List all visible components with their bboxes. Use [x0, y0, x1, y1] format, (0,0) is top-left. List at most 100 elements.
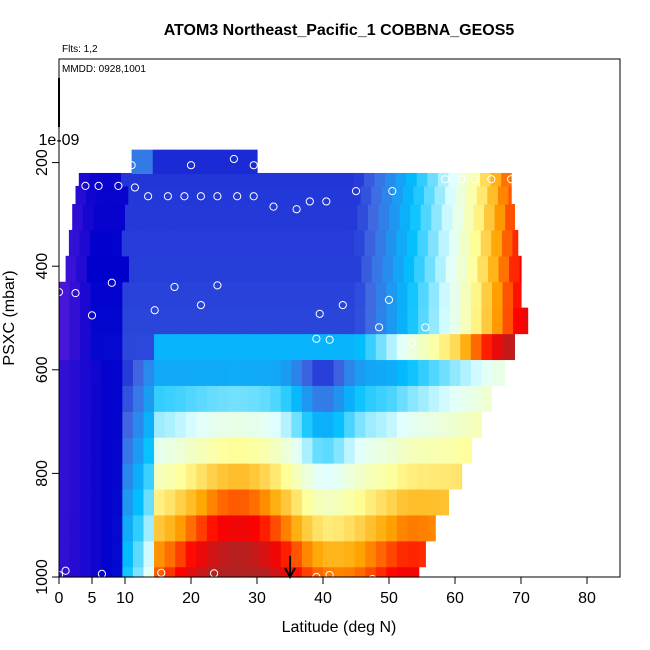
heatmap-cell: [90, 514, 102, 542]
heatmap-cell: [164, 514, 176, 542]
heatmap-cell: [59, 488, 71, 516]
heatmap-cell: [365, 333, 377, 361]
heatmap-cell: [143, 281, 155, 309]
heatmap-cell: [445, 185, 457, 205]
heatmap-cell: [502, 307, 514, 335]
heatmap-cell: [249, 307, 261, 335]
heatmap-cell: [170, 185, 182, 205]
heatmap-cell: [365, 514, 377, 542]
heatmap-cell: [258, 172, 270, 187]
heatmap-cell: [90, 307, 102, 335]
heatmap-cell: [97, 255, 109, 283]
heatmap-cell: [428, 437, 440, 464]
heatmap-cell: [291, 463, 303, 490]
heatmap-cell: [477, 255, 489, 283]
heatmap-cell: [265, 185, 277, 205]
heatmap-cell: [259, 359, 271, 386]
heatmap-cell: [259, 488, 271, 516]
heatmap-cell: [344, 385, 356, 412]
heatmap-cell: [280, 514, 292, 542]
heatmap-cell: [132, 488, 145, 516]
heatmap-cell: [270, 333, 282, 361]
chart-title: ATOM3 Northeast_Pacific_1 COBBNA_GEOS5: [164, 22, 515, 39]
heatmap-cell: [227, 229, 239, 257]
obs-circle: [186, 161, 196, 170]
heatmap-cell: [396, 540, 409, 568]
heatmap-cell: [217, 437, 229, 464]
heatmap-cell: [69, 307, 81, 335]
heatmap-cell: [323, 281, 335, 309]
heatmap-cell: [154, 281, 166, 309]
heatmap-cell: [216, 229, 228, 257]
heatmap-cell: [476, 185, 488, 205]
heatmap-cell: [407, 281, 419, 309]
heatmap-cell: [333, 437, 345, 464]
heatmap-cell: [470, 281, 482, 309]
obs-circle: [325, 335, 334, 344]
heatmap-cell: [333, 359, 345, 386]
heatmap-cells: [59, 149, 529, 578]
heatmap-cell: [164, 281, 176, 309]
x-tick-label: 50: [380, 590, 398, 607]
heatmap-cell: [407, 437, 419, 464]
obs-circle: [368, 574, 377, 584]
heatmap-cell: [217, 307, 229, 335]
heatmap-cell: [259, 463, 271, 490]
heatmap-cell: [258, 229, 271, 257]
heatmap-cell: [333, 333, 345, 361]
x-axis-label: Latitude (deg N): [282, 619, 397, 636]
heatmap-cell: [238, 463, 250, 490]
heatmap-cell: [312, 307, 324, 335]
heatmap-cell: [249, 385, 261, 412]
heatmap-cell: [312, 333, 324, 361]
heatmap-cell: [354, 463, 366, 490]
heatmap-cell: [439, 359, 451, 386]
heatmap-cell: [69, 566, 81, 578]
heatmap-cell: [301, 566, 314, 578]
heatmap-cell: [149, 185, 161, 205]
heatmap-cell: [132, 359, 145, 386]
heatmap-cell: [323, 437, 335, 464]
heatmap-cell: [439, 463, 451, 490]
heatmap-cell: [270, 488, 282, 516]
heatmap-cell: [234, 255, 246, 283]
heatmap-cell: [101, 540, 113, 568]
heatmap-cell: [418, 437, 430, 464]
heatmap-cell: [396, 463, 409, 490]
heatmap-cell: [259, 514, 271, 542]
heatmap-cell: [237, 172, 249, 187]
heatmap-cell: [163, 149, 175, 174]
heatmap-cell: [329, 255, 341, 283]
heatmap-cell: [481, 307, 493, 335]
heatmap-cell: [508, 185, 512, 205]
heatmap-cell: [480, 229, 492, 257]
heatmap-cell: [132, 463, 145, 490]
heatmap-cell: [184, 172, 196, 187]
heatmap-cell: [114, 204, 126, 231]
heatmap-cell: [217, 333, 229, 361]
heatmap-cell: [346, 204, 358, 231]
obs-circle: [170, 282, 179, 292]
heatmap-cell: [122, 307, 134, 335]
heatmap-cell: [350, 185, 362, 205]
heatmap-cell: [470, 307, 482, 335]
heatmap-cell: [323, 540, 335, 568]
heatmap-cell: [488, 255, 500, 283]
heatmap-cell: [270, 514, 282, 542]
heatmap-cell: [497, 185, 510, 205]
heatmap-cell: [185, 333, 197, 361]
heatmap-cell: [270, 463, 282, 490]
y-tick-label: 600: [34, 356, 51, 383]
heatmap-cell: [59, 333, 71, 361]
heatmap-cell: [434, 185, 446, 205]
heatmap-cell: [460, 333, 472, 361]
heatmap-cell: [181, 185, 193, 205]
heatmap-cell: [491, 307, 504, 335]
heatmap-cell: [396, 229, 408, 257]
heatmap-cell: [111, 229, 123, 257]
heatmap-cell: [196, 359, 208, 386]
heatmap-cell: [505, 204, 515, 231]
heatmap-cell: [301, 463, 314, 490]
heatmap-cell: [375, 359, 387, 386]
heatmap-cell: [59, 540, 71, 568]
